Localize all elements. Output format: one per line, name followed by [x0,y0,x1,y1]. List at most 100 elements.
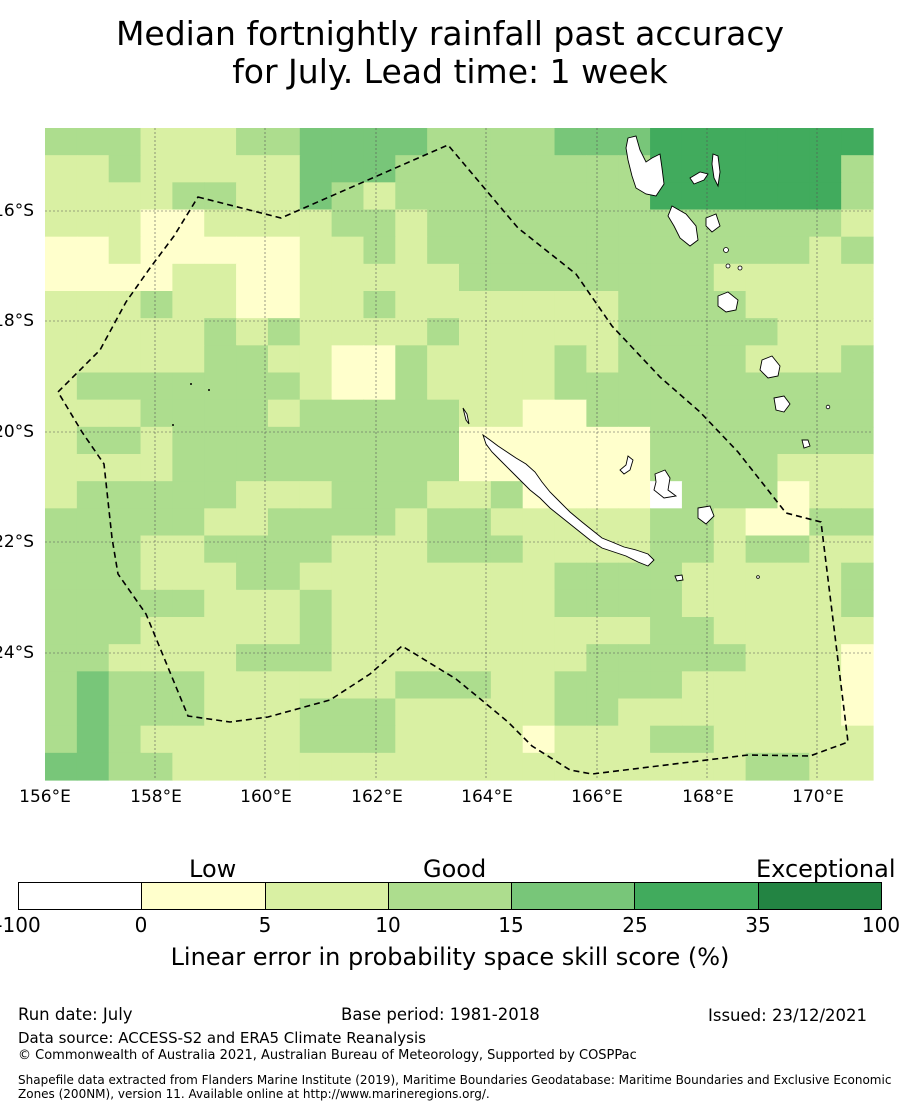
shepherd-islets-outline [723,247,729,253]
grid-cell [841,481,874,509]
grid-cell [363,291,396,319]
grid-cell [490,345,524,374]
grid-cell [586,725,619,754]
grid-cell [331,644,365,672]
grid-cell [108,481,142,509]
colorbar-tick: 35 [745,913,771,937]
grid-cell [363,182,396,211]
grid-cell [841,671,874,700]
grid-cell [395,671,428,700]
grid-cell [331,182,365,211]
grid-cell [108,508,142,537]
grid-cell [777,345,810,374]
grid-cell [490,644,524,672]
grid-cell [586,562,619,591]
grid-cell [204,617,237,645]
grid-cell [554,454,587,482]
grid-cell [267,562,301,591]
grid-cell [459,617,492,645]
grid-cell [204,209,237,238]
grid-cell [140,617,173,645]
grid-cell [841,209,874,238]
grid-cell [650,399,683,428]
grid-cell [745,698,779,727]
lon-label-156e: 156°E [19,787,71,807]
grid-cell [299,535,333,564]
grid-cell [459,535,492,564]
grid-cell [554,263,587,292]
grid-cell [395,372,428,401]
grid-cell [363,426,396,455]
grid-cell [554,128,587,156]
grid-cell [140,508,173,537]
grid-cell [490,562,524,591]
grid-cell [586,182,619,211]
pentecost-outline [711,153,721,188]
grid-cell [554,291,587,319]
lat-label-24s: 24°S [0,643,34,663]
grid-cell [45,454,78,482]
grid-cell [490,182,524,211]
grid-cell [363,535,396,564]
grid-cell [395,508,428,537]
grid-cell [490,671,524,700]
grid-cell [554,562,587,591]
skill-score-grid [45,128,874,781]
grid-cell [236,345,269,374]
grid-cell [650,508,683,537]
colorbar-title: Linear error in probability space skill … [170,943,730,971]
grid-cell [331,128,365,156]
grid-cell [522,209,556,238]
grid-cell [172,725,205,754]
grid-cell [204,291,237,319]
grid-cell [331,426,365,455]
grid-cell [427,589,460,618]
grid-cell [713,345,747,374]
grid-cell [363,617,396,645]
grid-cell [172,209,205,238]
grid-cell [267,426,301,455]
grid-cell [267,454,301,482]
grid-cell [395,589,428,618]
grid-cell [777,644,810,672]
grid-cell [745,209,779,238]
grid-cell [650,345,683,374]
grid-cell [809,318,842,346]
grid-cell [395,535,428,564]
grid-cell [140,644,173,672]
grid-cell [777,671,810,700]
grid-cell [777,752,810,781]
grid-cell [618,725,651,754]
grid-cell [618,372,651,401]
emae-outline [737,265,743,271]
grid-cell [395,155,428,183]
grid-cell [681,698,715,727]
grid-cell [745,617,779,645]
grid-cell [586,345,619,374]
grid-cell [554,617,587,645]
grid-cell [331,671,365,700]
grid-cell [427,698,460,727]
grid-cell [395,617,428,645]
grid-cell [841,589,874,618]
grid-cell [299,454,333,482]
grid-cell [331,236,365,265]
grid-cell [681,671,715,700]
grid-cell [204,671,237,700]
grid-cell [427,372,460,401]
grid-cell [841,236,874,265]
grid-cell [76,399,110,428]
land-masses [172,135,831,582]
grid-cell [395,209,428,238]
grid-cell [745,291,779,319]
grid-cell [76,562,110,591]
grid-cell [490,617,524,645]
grid-cell [650,426,683,455]
legend-good-label: Good [423,855,487,883]
grid-cell [586,128,619,156]
grid-cell [586,589,619,618]
grid-cell [363,481,396,509]
futuna-outline [825,404,831,410]
grid-cell [267,644,301,672]
grid-cell [490,399,524,428]
